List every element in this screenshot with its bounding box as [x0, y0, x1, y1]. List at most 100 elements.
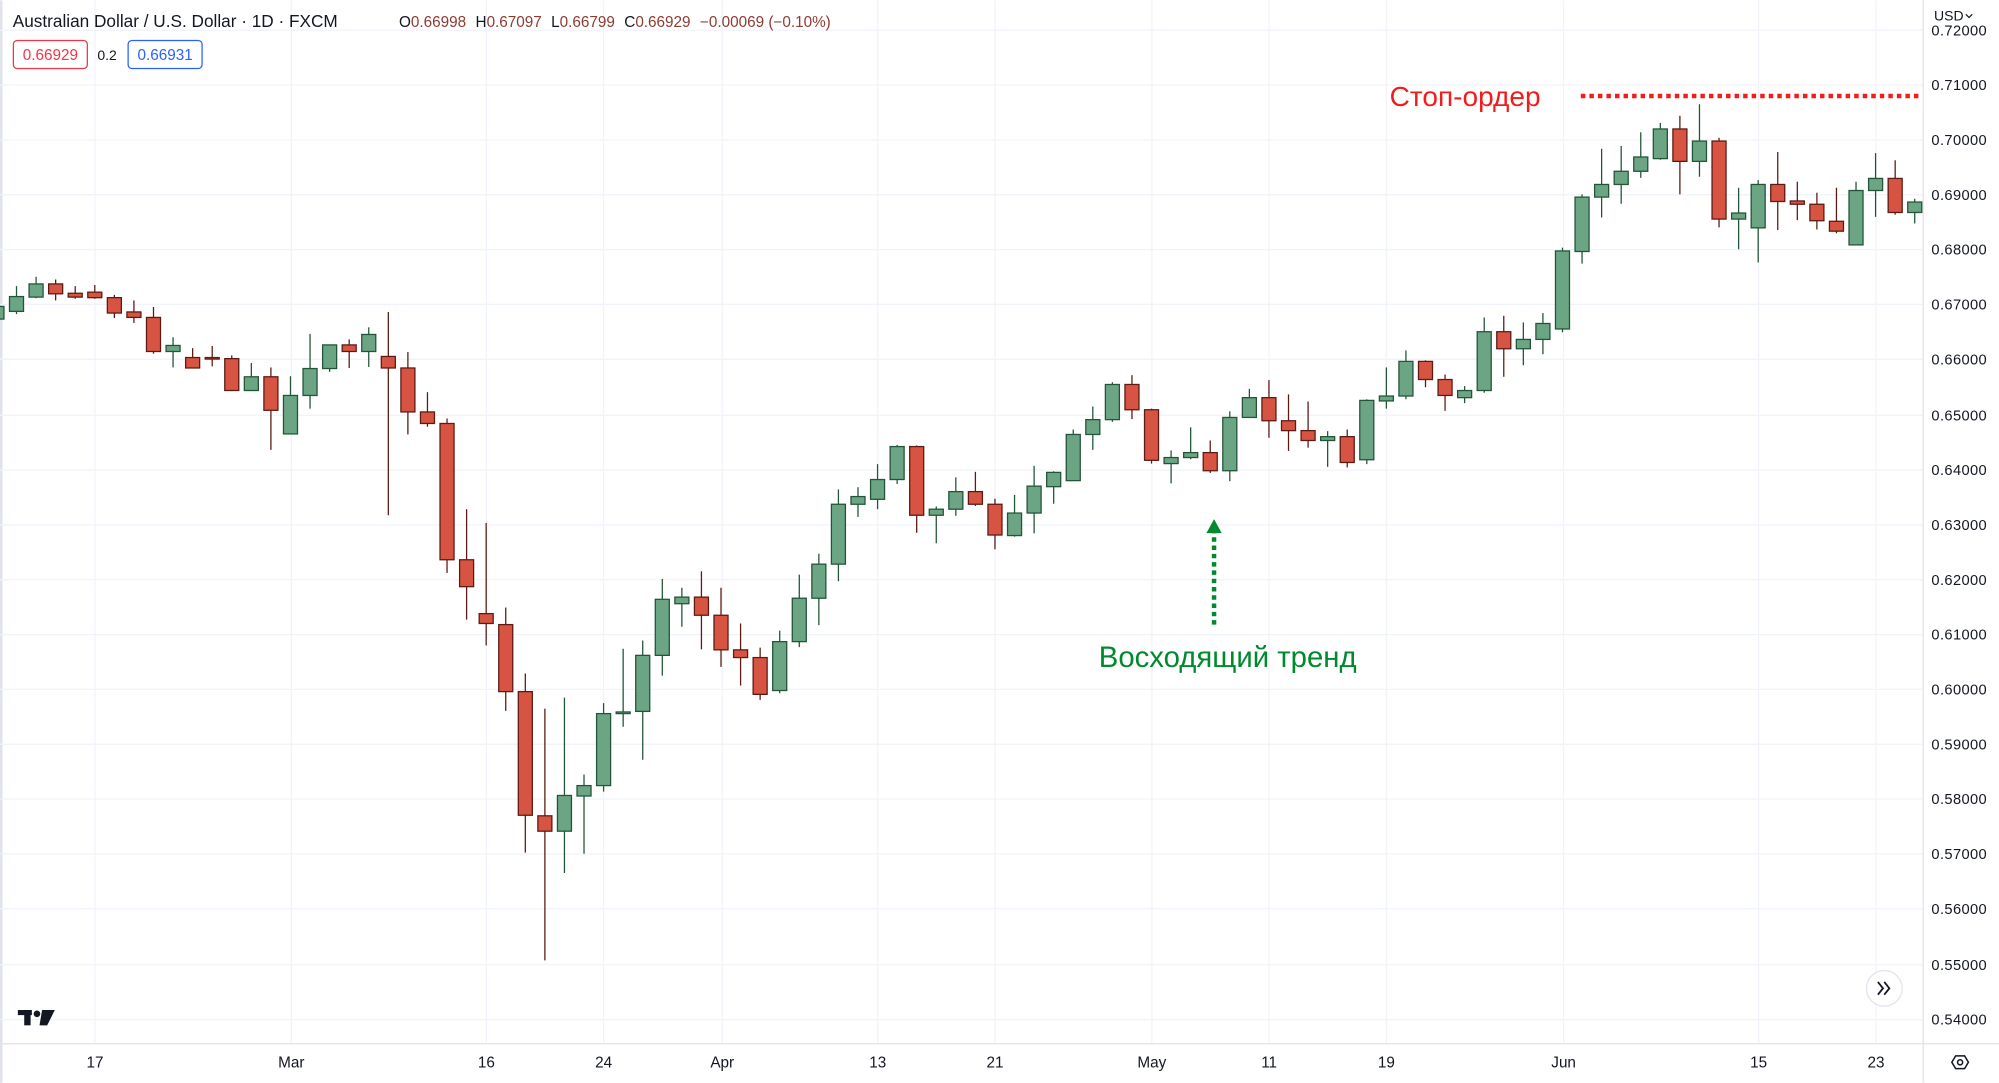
time-tick-label: Mar — [278, 1054, 304, 1071]
scroll-button-circle[interactable] — [1865, 969, 1903, 1007]
tradingview-logo[interactable] — [17, 1010, 55, 1026]
settings-hexagon[interactable] — [1950, 1055, 1970, 1070]
candle-body — [1809, 203, 1825, 222]
sell-button-frame[interactable] — [12, 39, 88, 70]
candle-up — [1691, 104, 1708, 177]
sell-button[interactable]: 0.66929 — [12, 39, 88, 70]
candle-body — [1143, 409, 1160, 461]
candle-body — [1417, 360, 1434, 381]
candle-body — [419, 411, 436, 425]
buy-price[interactable]: 0.66931 — [137, 47, 192, 64]
candle-body — [1887, 177, 1903, 214]
candle-down — [1339, 429, 1355, 468]
currency-selector-bg — [1925, 0, 1999, 25]
close-value: 0.66929 — [635, 14, 690, 31]
price-tick-label: 0.54000 — [1931, 1013, 1987, 1029]
time-tick-label: 23 — [1867, 1054, 1884, 1071]
candle-up — [1085, 406, 1101, 450]
candle-down — [1202, 440, 1218, 473]
candle-body — [1065, 433, 1081, 482]
candle-up — [28, 276, 44, 299]
time-tick-label: May — [1137, 1054, 1166, 1071]
candle-body — [1515, 338, 1531, 350]
settings-center[interactable] — [1956, 1058, 1964, 1066]
candle-up — [1163, 450, 1179, 484]
candle-up — [1046, 471, 1062, 504]
candle-down — [341, 339, 357, 368]
candle-body — [1770, 183, 1786, 203]
close-label: C — [624, 14, 635, 31]
price-tick-label: 0.55000 — [1931, 958, 1987, 974]
candle-down — [909, 445, 925, 533]
stop-order-label: Стоп-ордер — [1390, 81, 1541, 112]
candle-body — [791, 597, 807, 643]
candle-body — [1456, 389, 1473, 399]
candle-body — [47, 283, 64, 295]
candle-up — [1907, 198, 1923, 224]
scroll-to-realtime-button[interactable] — [1865, 969, 1903, 1007]
chevron-down-icon[interactable] — [1965, 13, 1973, 19]
symbol-title[interactable]: Australian Dollar / U.S. Dollar · 1D · F… — [13, 11, 338, 31]
time-tick-label: 17 — [86, 1054, 103, 1071]
candle-up — [889, 444, 905, 484]
currency-label[interactable]: USD — [1934, 8, 1964, 24]
candle-body — [1476, 331, 1492, 392]
candle-down — [967, 471, 984, 506]
candle-body — [1828, 220, 1845, 232]
candle-body — [1300, 429, 1316, 442]
candle-body — [1633, 156, 1649, 172]
price-tick-label: 0.56000 — [1931, 902, 1987, 918]
candle-body — [830, 503, 847, 565]
high-value: 0.67097 — [487, 14, 542, 31]
candle-body — [889, 445, 905, 481]
candle-body — [380, 355, 396, 369]
candle-down — [439, 418, 455, 573]
candle-up — [850, 487, 866, 517]
candle-up — [1535, 313, 1551, 355]
candle-down — [47, 279, 64, 301]
candle-up — [0, 305, 5, 320]
candle-body — [635, 654, 651, 713]
candle-down — [106, 294, 123, 318]
candle-up — [1241, 388, 1258, 419]
sell-price[interactable]: 0.66929 — [23, 47, 78, 64]
candle-body — [1496, 331, 1512, 350]
buy-button-frame[interactable] — [127, 39, 203, 70]
candle-down — [1672, 115, 1688, 195]
candle-up — [635, 640, 651, 760]
candle-up — [772, 630, 788, 694]
candle-body — [1554, 250, 1571, 330]
candle-body — [1535, 322, 1551, 341]
buy-button[interactable]: 0.66931 — [127, 39, 203, 70]
candle-down — [517, 673, 533, 853]
candle-down — [224, 355, 240, 392]
candle-up — [948, 477, 964, 516]
time-axis[interactable]: 17 Mar 16 24 Apr 13 21 May 11 19 Jun 15 23 — [86, 1054, 1884, 1071]
time-tick-label: 19 — [1378, 1054, 1395, 1071]
candle-body — [184, 356, 201, 369]
currency-selector[interactable]: USD — [1925, 0, 1999, 25]
candle-body — [654, 598, 670, 656]
candle-body — [1104, 383, 1121, 421]
double-chevron-right-icon[interactable] — [1877, 981, 1891, 996]
candle-down — [1124, 375, 1140, 420]
candle-up — [1613, 145, 1629, 204]
candle-body — [1613, 170, 1629, 186]
spread-value: 0.2 — [97, 47, 117, 63]
candle-body — [537, 815, 553, 832]
candle-down — [419, 392, 436, 427]
candle-down — [204, 346, 220, 367]
time-tick-label: 21 — [987, 1054, 1004, 1071]
candle-body — [243, 376, 259, 392]
candle-up — [1593, 148, 1610, 218]
low-value: 0.66799 — [560, 14, 615, 31]
eye-settings-icon[interactable] — [1950, 1055, 1970, 1070]
price-axis[interactable]: 0.72000 0.71000 0.70000 0.69000 0.68000 0.670… — [1931, 23, 1987, 1028]
candle-body — [1202, 451, 1218, 472]
low-label: L — [551, 14, 559, 31]
candle-body — [1006, 512, 1023, 537]
candle-up — [243, 363, 259, 392]
candle-down — [1809, 192, 1825, 230]
